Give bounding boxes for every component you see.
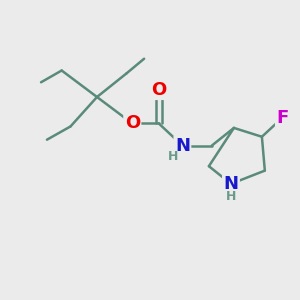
Text: F: F <box>276 109 289 127</box>
Text: H: H <box>168 150 178 163</box>
Text: O: O <box>151 81 166 99</box>
Text: N: N <box>175 136 190 154</box>
Text: H: H <box>226 190 236 203</box>
Text: N: N <box>224 175 238 193</box>
Text: O: O <box>125 115 140 133</box>
